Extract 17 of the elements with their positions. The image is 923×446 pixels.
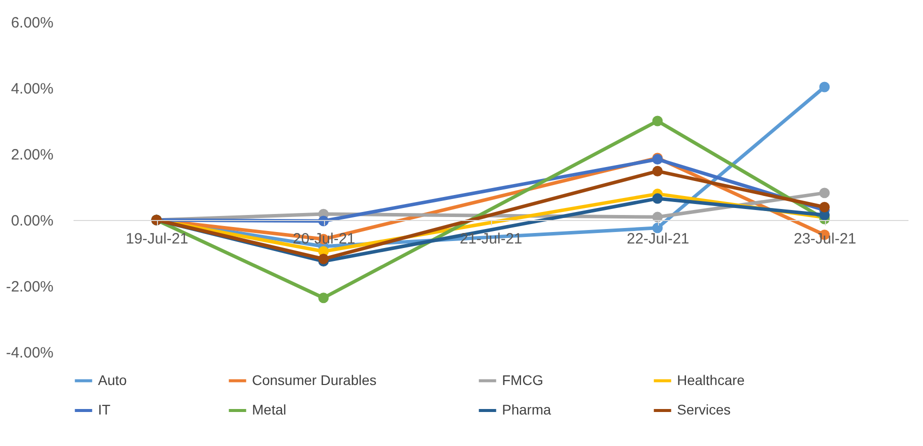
y-tick-label: -4.00% [6,344,54,362]
x-tick-label: 22-Jul-21 [626,230,690,248]
legend-label: Services [677,402,731,418]
x-tick-label: 23-Jul-21 [794,230,856,248]
legend-label: FMCG [502,372,544,388]
legend-label: Metal [252,402,286,418]
legend-label: Auto [98,372,128,388]
y-tick-label: 4.00% [10,80,54,98]
legend-label: IT [98,402,111,418]
y-tick-label: -2.00% [6,278,54,296]
legend-label: Consumer Durables [252,372,376,388]
legend-label: Pharma [502,402,552,418]
y-tick-label: 6.00% [10,14,54,32]
legend-label: Healthcare [677,372,745,388]
x-tick-label: 19-Jul-21 [126,230,188,248]
y-tick-label: 0.00% [10,212,54,230]
y-tick-label: 2.00% [10,146,54,164]
